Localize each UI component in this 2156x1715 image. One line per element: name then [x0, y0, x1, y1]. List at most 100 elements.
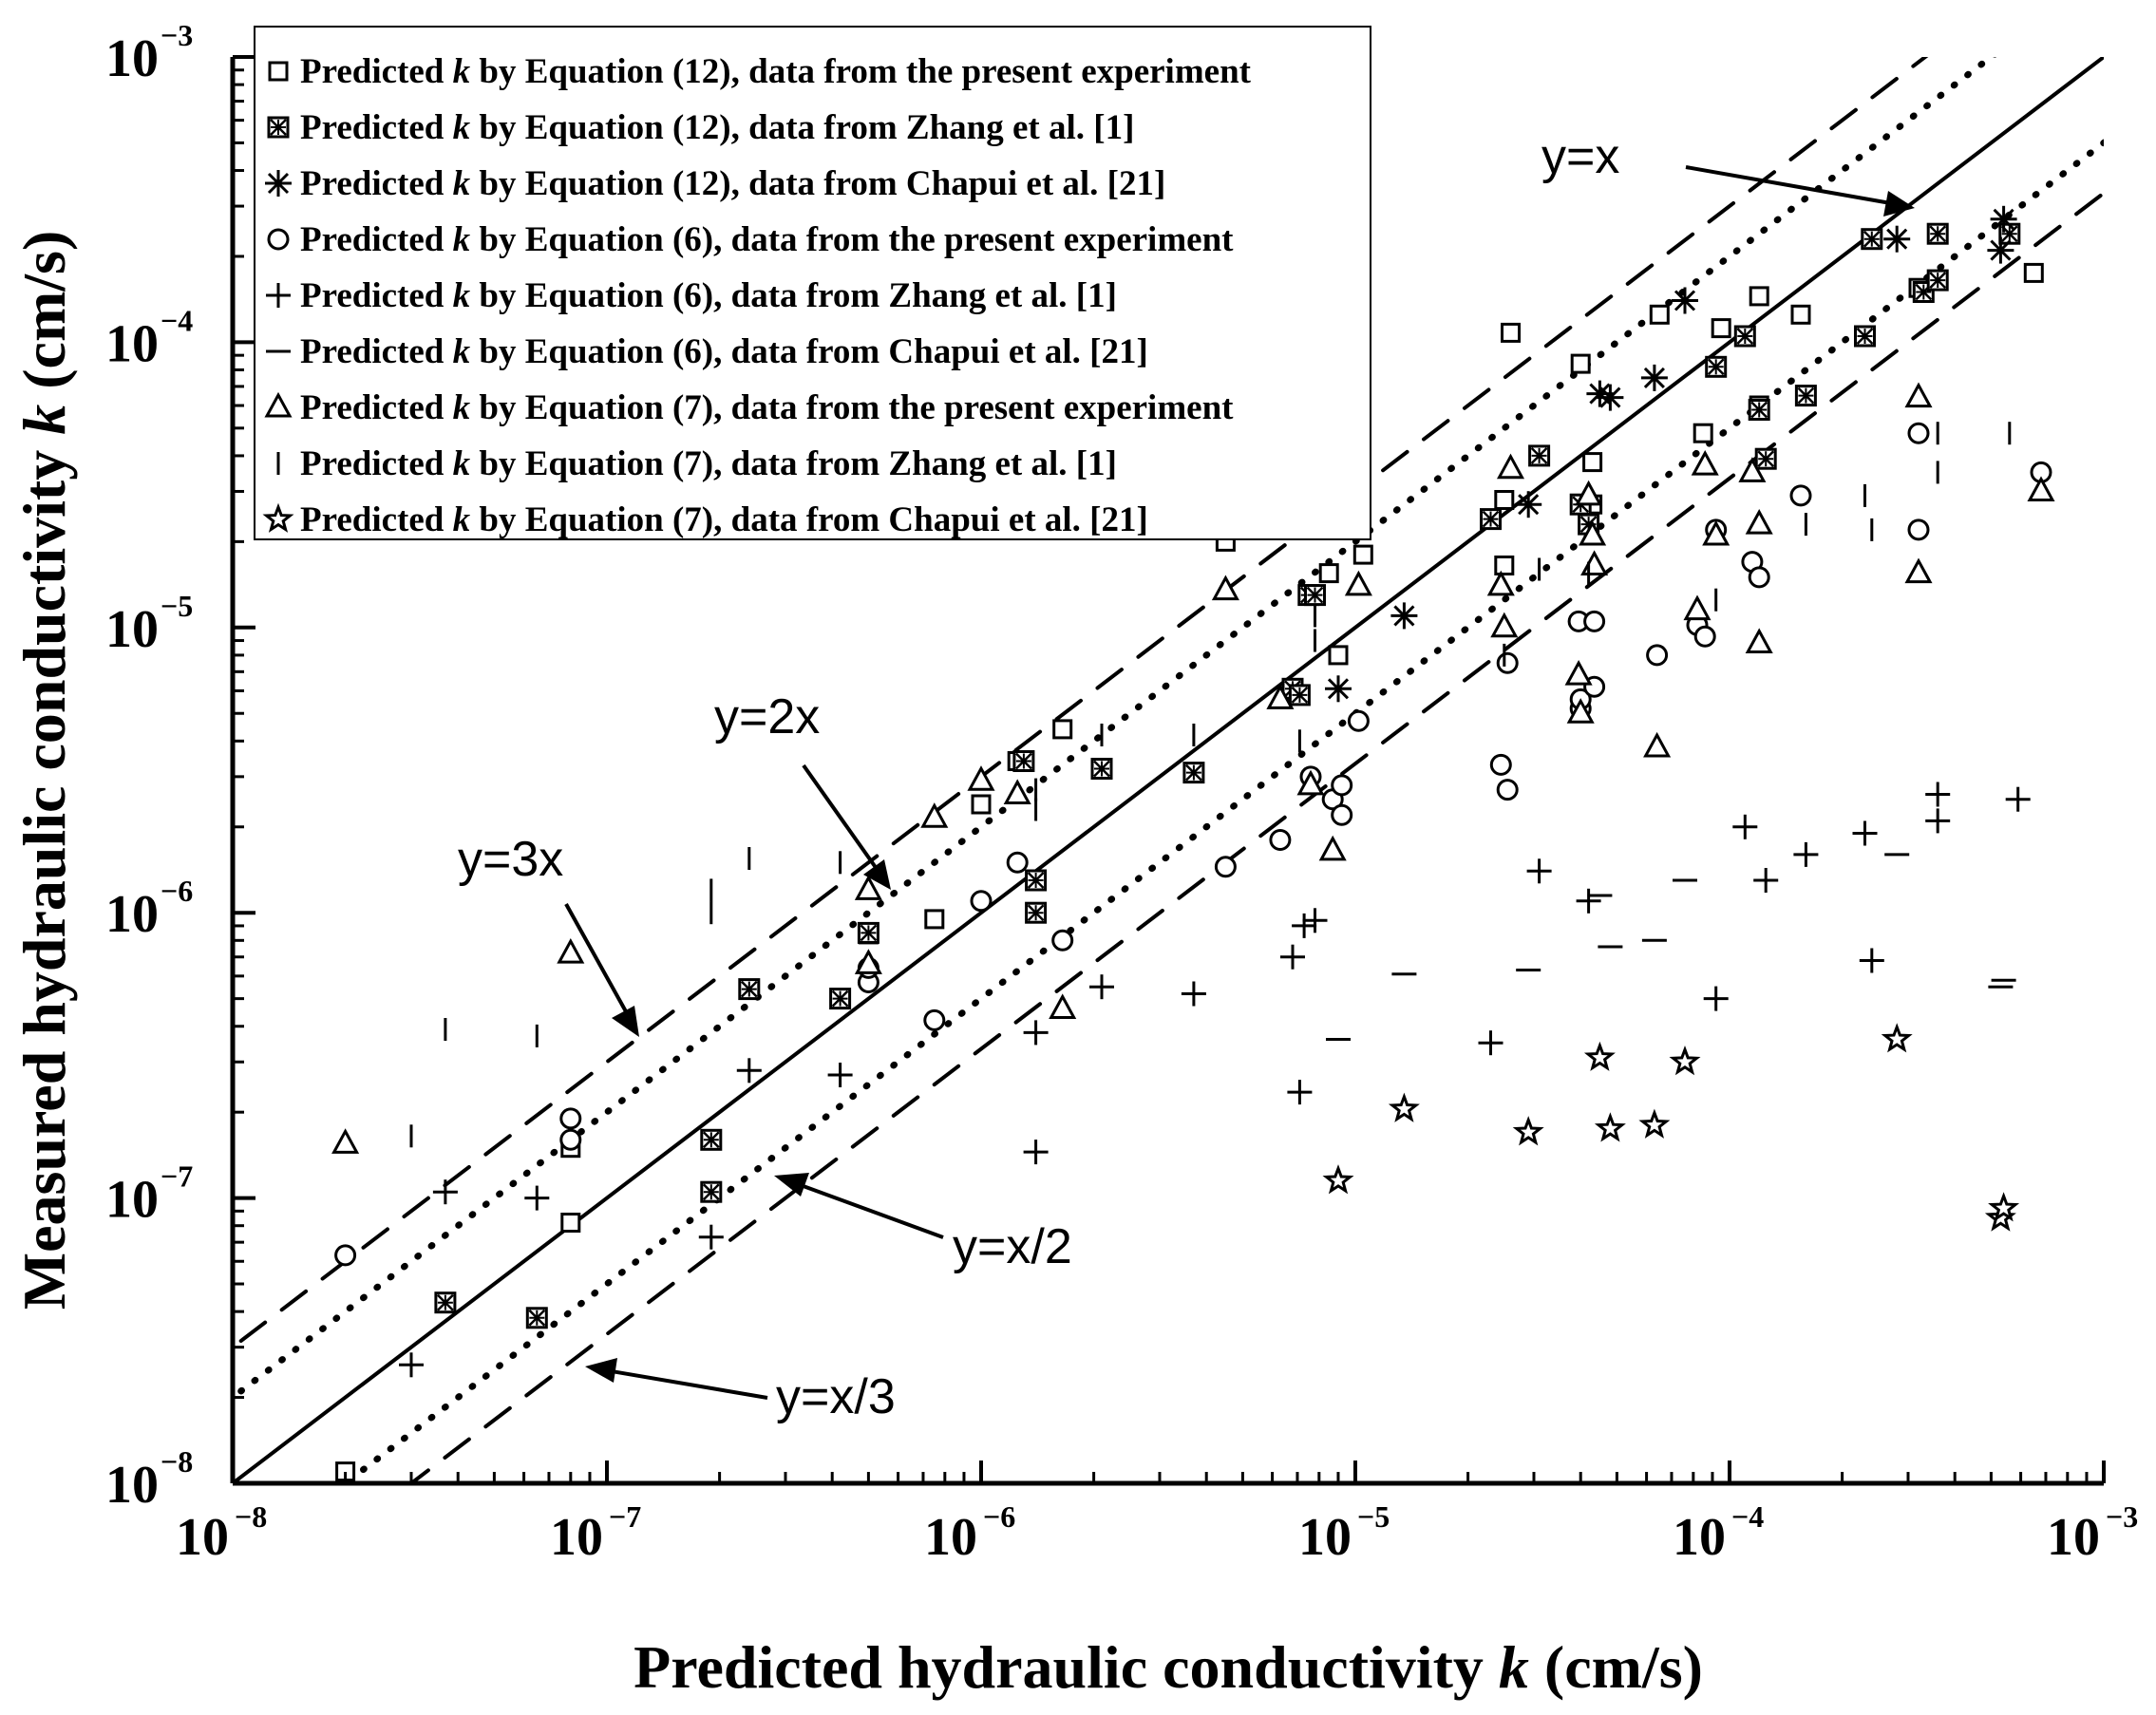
point-eq6-present-31	[1907, 422, 1930, 444]
point-eq6-present-26	[1693, 625, 1716, 648]
point-eq7-present-24	[1702, 519, 1730, 546]
point-eq7-present-10-shape	[1296, 769, 1325, 796]
point-eq12-present-14	[1501, 322, 1521, 343]
point-eq12-chapui-5-stroke	[1643, 367, 1665, 388]
point-eq12-present-5-shape	[971, 794, 992, 815]
point-eq12-present-23-shape	[1790, 304, 1811, 325]
point-eq12-present-10-shape	[1328, 645, 1349, 666]
point-eq7-present-14-shape	[1490, 612, 1519, 638]
point-eq12-chapui-1	[1390, 602, 1418, 630]
point-eq7-present-5	[967, 765, 995, 791]
x-tick-exponent: −4	[1731, 1499, 1764, 1534]
point-eq12-present-20	[1711, 318, 1731, 339]
point-eq7-present-7	[1049, 993, 1077, 1019]
point-eq6-present-22	[1583, 610, 1606, 632]
annotation-y-eq-3x: y=3x	[458, 832, 563, 887]
x-tick-label: 10	[2047, 1508, 2100, 1567]
annotation-arrowhead-y-eq-x-half	[774, 1173, 809, 1197]
annotation-arrow-y-eq-x	[1685, 165, 1902, 207]
point-eq6-present-5-shape	[923, 1008, 946, 1031]
point-eq12-zhang-22	[1748, 399, 1770, 421]
reference-line-y-x-3	[407, 190, 2104, 1483]
y-tick-label: 10	[105, 1171, 159, 1230]
point-eq6-zhang-18	[1732, 814, 1758, 839]
point-eq6-zhang-20	[1793, 841, 1819, 867]
legend-marker-eq7-present-shape	[264, 391, 293, 418]
point-eq6-zhang-15	[1526, 858, 1552, 884]
point-eq7-present-15-shape	[1496, 453, 1525, 480]
point-eq6-present-1-shape	[559, 1128, 582, 1151]
point-eq12-present-11	[1352, 544, 1373, 565]
legend-marker-eq6-present	[267, 228, 290, 251]
point-eq12-zhang-11	[1182, 762, 1205, 784]
point-eq7-present-26-shape	[1745, 508, 1773, 535]
point-eq6-present-6-shape	[970, 890, 993, 913]
legend-label-eq12-chapui: Predicted k by Equation (12), data from …	[300, 164, 1165, 203]
point-eq6-present-30	[1789, 484, 1812, 507]
point-eq7-chapui-7-shape	[1881, 1023, 1913, 1053]
point-eq6-present-0	[334, 1244, 357, 1267]
point-eq6-present-30-shape	[1789, 484, 1812, 507]
point-eq7-chapui-1	[1388, 1092, 1420, 1122]
point-eq7-chapui-9-shape	[1988, 1192, 2020, 1222]
annotation-arrowhead-y-eq-3x	[612, 1006, 639, 1037]
point-eq7-chapui-6-shape	[1669, 1045, 1701, 1076]
legend-label-eq12-zhang: Predicted k by Equation (12), data from …	[300, 108, 1134, 147]
point-eq6-present-17-shape	[1496, 779, 1519, 801]
point-eq6-present-32-shape	[1907, 518, 1930, 541]
point-eq12-present-10	[1328, 645, 1349, 666]
point-eq7-chapui-7	[1881, 1023, 1913, 1053]
point-eq7-present-6-shape	[1003, 779, 1031, 804]
point-eq12-chapui-2-stroke	[1518, 494, 1540, 516]
annotation-y-eq-x-third: y=x/3	[776, 1369, 896, 1424]
point-eq6-zhang-5	[827, 1063, 853, 1087]
point-eq6-present-7-shape	[1006, 851, 1029, 874]
point-eq6-zhang-3	[698, 1224, 724, 1250]
point-eq12-present-1-shape	[560, 1213, 581, 1233]
x-tick-exponent: −3	[2106, 1499, 2138, 1534]
point-eq7-present-9	[1266, 684, 1295, 709]
point-eq6-zhang-19	[1753, 868, 1779, 893]
point-eq6-zhang-6	[1023, 1140, 1049, 1165]
point-eq7-present-6	[1003, 779, 1031, 804]
point-eq12-zhang-6	[857, 921, 879, 944]
y-tick-exponent: −3	[161, 18, 193, 52]
point-eq12-present-12	[1494, 556, 1515, 575]
point-eq12-present-21-shape	[1749, 286, 1769, 307]
x-tick-label: 10	[1298, 1508, 1352, 1567]
point-eq6-present-6	[970, 890, 993, 913]
point-eq12-zhang-9	[1012, 750, 1035, 772]
point-eq6-zhang-12	[1292, 913, 1317, 938]
point-eq7-present-30	[2027, 476, 2055, 501]
annotation-y-eq-x: y=x	[1541, 129, 1619, 184]
annotations: y=x y=2x y=3x y=x/2 y=x/3	[458, 129, 1915, 1424]
point-eq6-zhang-10	[1280, 944, 1305, 970]
point-eq7-present-0-shape	[331, 1128, 360, 1154]
point-eq12-present-15-shape	[1570, 353, 1591, 374]
legend-marker-eq12-chapui-stroke	[267, 172, 290, 195]
legend-label-eq6-chapui: Predicted k by Equation (6), data from C…	[300, 332, 1148, 371]
point-eq12-present-12-shape	[1494, 556, 1515, 575]
point-eq12-zhang-5	[829, 988, 852, 1010]
point-eq6-present-0-shape	[334, 1244, 357, 1267]
point-eq12-present-18	[1649, 304, 1670, 325]
reference-line-y-3x	[233, 57, 1929, 1350]
annotation-arrow-y-eq-x-third	[599, 1367, 768, 1400]
y-tick-exponent: −8	[161, 1444, 193, 1479]
point-eq6-zhang-8	[1089, 974, 1114, 1000]
point-eq6-present-10	[1269, 829, 1292, 851]
point-eq6-zhang-14	[1478, 1030, 1504, 1056]
point-eq12-chapui-7-stroke	[1886, 228, 1908, 250]
point-eq12-zhang-28	[1926, 269, 1949, 292]
point-eq6-present-9	[1214, 856, 1237, 878]
point-eq12-zhang-29	[1926, 222, 1949, 245]
point-eq7-present-5-shape	[967, 765, 995, 791]
point-eq12-present-19-shape	[1693, 423, 1713, 443]
point-eq7-present-2	[854, 875, 882, 900]
point-eq12-chapui-7	[1883, 225, 1911, 253]
x-tick-exponent: −7	[609, 1499, 641, 1534]
point-eq7-present-17-shape	[1566, 698, 1595, 724]
point-eq12-zhang-15	[1304, 584, 1326, 607]
point-eq7-present-3-shape	[854, 949, 882, 974]
point-eq7-present-2-shape	[854, 875, 882, 900]
